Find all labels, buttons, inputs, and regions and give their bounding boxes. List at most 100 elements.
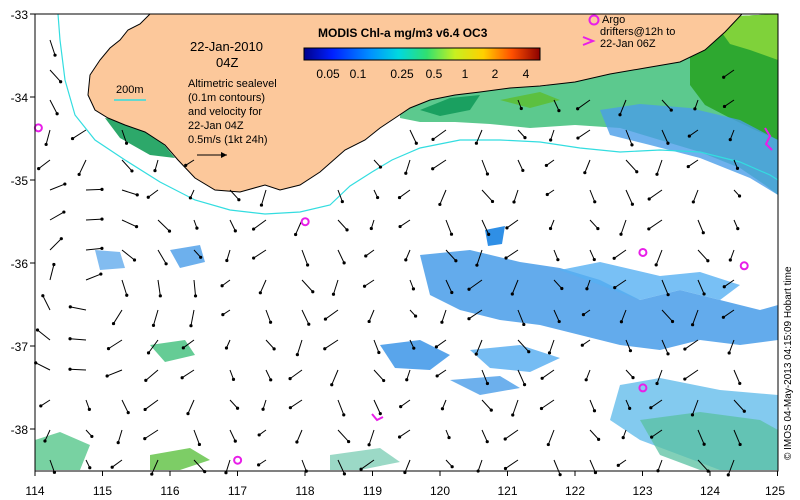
velocity-arrow — [625, 159, 638, 173]
velocity-arrow-head — [592, 409, 597, 413]
velocity-arrow-head — [522, 322, 526, 327]
velocity-arrow-head — [597, 437, 601, 441]
argo-float-marker — [638, 247, 648, 257]
velocity-arrow — [729, 129, 735, 140]
velocity-arrow — [259, 279, 267, 293]
velocity-arrow — [589, 189, 596, 202]
velocity-arrow — [290, 399, 303, 409]
velocity-arrow — [144, 399, 159, 410]
velocity-arrow — [229, 429, 236, 442]
velocity-arrow-head — [288, 377, 292, 381]
velocity-arrow-head — [440, 320, 444, 324]
velocity-arrow — [585, 369, 591, 380]
velocity-arrow — [406, 369, 411, 380]
velocity-arrow-head — [323, 347, 327, 351]
map-time: 04Z — [216, 55, 238, 70]
velocity-arrow-head — [702, 292, 706, 296]
colorbar-tick-label: 4 — [523, 67, 530, 81]
velocity-arrow — [229, 399, 238, 409]
velocity-arrow-head — [666, 352, 670, 356]
velocity-arrow — [648, 189, 663, 200]
velocity-arrow-head — [503, 437, 507, 441]
velocity-arrow-head — [288, 406, 292, 410]
velocity-arrow — [729, 249, 735, 261]
velocity-arrow — [113, 309, 123, 324]
map-date: 22-Jan-2010 — [190, 39, 263, 54]
velocity-scale-arrow — [197, 152, 227, 158]
velocity-arrow-head — [233, 229, 237, 233]
velocity-arrow-head — [683, 377, 687, 381]
velocity-arrow-head — [180, 376, 184, 380]
velocity-arrow-head — [398, 224, 402, 229]
velocity-arrow — [553, 249, 559, 260]
velocity-arrow — [724, 99, 735, 107]
velocity-arrow — [661, 309, 673, 322]
velocity-arrow — [553, 99, 560, 111]
velocity-arrow — [723, 309, 735, 318]
velocity-arrow — [733, 429, 741, 445]
velocity-arrow — [229, 369, 234, 380]
velocity-arrow-head — [87, 407, 91, 411]
velocity-arrow — [468, 309, 483, 320]
velocity-arrow — [684, 339, 699, 350]
velocity-arrow — [655, 249, 663, 266]
velocity-arrow — [183, 339, 195, 349]
velocity-arrow — [147, 189, 159, 198]
velocity-arrow-head — [405, 378, 409, 382]
velocity-arrow — [117, 429, 123, 443]
colorbar-tick-label: 2 — [492, 67, 499, 81]
velocity-arrow-head — [593, 200, 597, 204]
velocity-arrow — [157, 279, 161, 296]
velocity-arrow — [506, 219, 519, 229]
velocity-arrow — [37, 329, 51, 341]
velocity-arrow — [697, 219, 704, 233]
velocity-arrow-head — [434, 345, 438, 349]
velocity-arrow — [517, 159, 524, 171]
velocity-arrow — [614, 279, 627, 289]
velocity-arrow — [337, 459, 345, 475]
chlorophyll-layer — [35, 14, 778, 470]
velocity-arrow-head — [150, 472, 154, 476]
velocity-arrow-head — [576, 107, 580, 111]
velocity-arrow-head — [377, 350, 381, 355]
velocity-arrow — [221, 279, 231, 287]
velocity-arrow-head — [193, 294, 198, 298]
velocity-arrow — [106, 369, 123, 377]
colorbar-tick-label: 0.1 — [350, 67, 367, 81]
velocity-arrow — [541, 369, 555, 379]
velocity-arrow-head — [294, 232, 298, 237]
velocity-arrow-head — [706, 259, 710, 263]
velocity-arrow-head — [295, 440, 299, 444]
velocity-arrow-head — [584, 378, 588, 382]
velocity-arrow-head — [722, 104, 727, 109]
velocity-arrow-head — [362, 284, 367, 288]
velocity-arrow — [38, 159, 51, 169]
velocity-arrow — [441, 309, 447, 323]
velocity-arrow — [511, 279, 519, 295]
colorbar-tick-label: 0.5 — [426, 67, 443, 81]
velocity-arrow — [157, 249, 167, 265]
velocity-arrow-head — [596, 226, 600, 231]
velocity-arrow-head — [367, 443, 371, 447]
velocity-arrow — [49, 99, 58, 114]
velocity-arrow — [405, 249, 411, 261]
velocity-arrow — [296, 339, 303, 355]
velocity-arrow-head — [540, 376, 544, 380]
velocity-arrow — [49, 238, 62, 251]
velocity-arrow — [226, 249, 231, 261]
drifter-track-icon — [582, 36, 596, 46]
velocity-arrow-head — [111, 321, 116, 326]
velocity-arrow — [45, 129, 51, 145]
velocity-arrow — [517, 309, 525, 325]
velocity-arrow — [404, 459, 411, 473]
velocity-arrow — [373, 159, 381, 168]
velocity-arrow — [589, 219, 599, 229]
velocity-arrow — [253, 219, 267, 230]
velocity-arrow-head — [616, 463, 620, 467]
colorbar-tick-label: 0.05 — [316, 67, 340, 81]
velocity-arrow-head — [323, 317, 328, 321]
velocity-arrow — [35, 362, 51, 371]
velocity-arrow — [49, 39, 56, 56]
velocity-arrow — [549, 339, 555, 354]
velocity-arrow-head — [59, 237, 63, 241]
